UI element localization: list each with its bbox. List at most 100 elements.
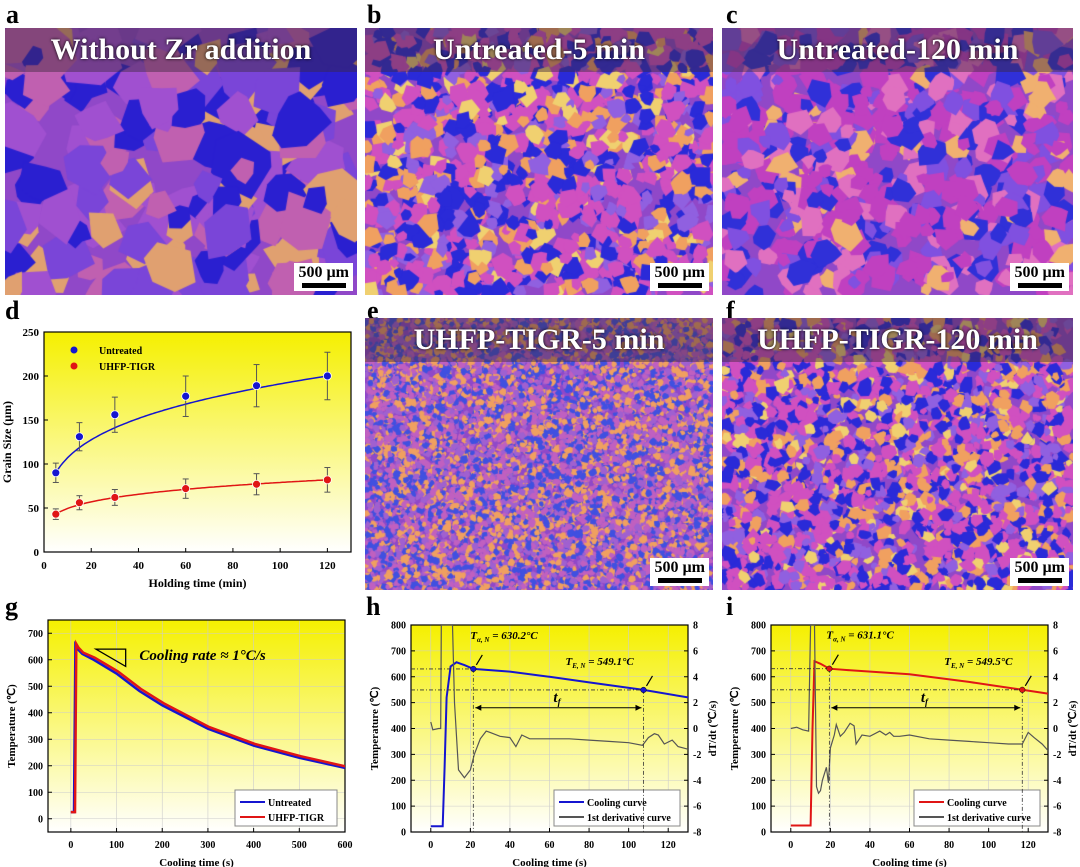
y-tick-label: 700 xyxy=(391,646,406,657)
y-axis-label: Temperature (℃) xyxy=(6,684,18,768)
eutectic-point xyxy=(1019,686,1026,693)
y-tick-label: 800 xyxy=(391,621,406,632)
nucleation-symbol: T xyxy=(826,630,834,642)
y2-tick-label: 4 xyxy=(693,672,698,683)
x-tick-label: 0 xyxy=(788,840,793,851)
eutectic-value: = 549.5°C xyxy=(964,656,1013,668)
nucleation-label: Tα, N = 631.1°C xyxy=(826,630,894,644)
x-tick-label: 80 xyxy=(584,840,594,851)
y-tick-label: 500 xyxy=(391,698,406,709)
y2-tick-label: 2 xyxy=(693,698,698,709)
scale-bar: 500 µm xyxy=(650,263,709,291)
panel-label-b: b xyxy=(367,0,382,29)
legend-label: Cooling curve xyxy=(587,798,647,809)
y-tick-label: 0 xyxy=(34,547,40,559)
data-point xyxy=(322,371,332,381)
series-line-1 xyxy=(70,639,345,814)
eutectic-symbol: T xyxy=(565,656,573,668)
legend-marker xyxy=(70,362,78,370)
micrograph-title: UHFP-TIGR-120 min xyxy=(722,318,1073,362)
nucleation-subscript: α, N xyxy=(477,636,490,644)
x-tick-label: 0 xyxy=(41,560,47,572)
x-tick-label: 0 xyxy=(428,840,433,851)
y-tick-label: 50 xyxy=(28,503,40,515)
y-tick-label: 600 xyxy=(391,672,406,683)
data-point xyxy=(181,391,191,401)
scale-bar-label: 500 µm xyxy=(654,264,705,281)
scale-bar-line xyxy=(657,283,702,288)
y-tick-label: 200 xyxy=(28,761,43,772)
x-tick-label: 300 xyxy=(200,840,215,851)
nucleation-symbol: T xyxy=(470,630,478,642)
micrograph-image xyxy=(722,318,1073,590)
x-tick-label: 500 xyxy=(292,840,307,851)
tf-label: tf xyxy=(921,690,929,707)
data-point xyxy=(110,493,120,502)
y-tick-label: 100 xyxy=(391,802,406,813)
y-tick-label: 100 xyxy=(23,459,40,471)
micrograph-image xyxy=(722,28,1073,295)
y-tick-label: 0 xyxy=(761,828,766,839)
legend-label: Cooling curve xyxy=(947,798,1007,809)
legend-label: 1st derivative curve xyxy=(947,813,1031,824)
y2-tick-label: 0 xyxy=(1053,724,1058,735)
x-tick-label: 120 xyxy=(319,560,336,572)
y-tick-label: 400 xyxy=(391,724,406,735)
eutectic-arrow xyxy=(645,675,653,687)
x-tick-label: 100 xyxy=(621,840,636,851)
y-tick-label: 700 xyxy=(751,646,766,657)
data-point xyxy=(181,484,191,494)
y2-tick-label: 4 xyxy=(1053,672,1058,683)
series-line-1 xyxy=(790,625,1048,795)
scale-bar-line xyxy=(657,578,702,583)
y-tick-label: 500 xyxy=(751,698,766,709)
x-axis-label: Cooling time (s) xyxy=(159,857,234,867)
scale-bar-label: 500 µm xyxy=(1014,559,1065,576)
plot-area xyxy=(430,625,688,828)
x-tick-label: 120 xyxy=(661,840,676,851)
x-tick-label: 80 xyxy=(944,840,954,851)
y2-tick-label: 6 xyxy=(1053,646,1058,657)
micrograph-c: Untreated-120 min 500 µm xyxy=(722,28,1073,295)
y-tick-label: 0 xyxy=(401,828,406,839)
fit-curve-0 xyxy=(55,375,328,474)
y2-tick-label: -6 xyxy=(693,802,701,813)
x-tick-label: 60 xyxy=(905,840,915,851)
y2-tick-label: 6 xyxy=(693,646,698,657)
nucleation-subscript: α, N xyxy=(833,636,846,644)
untreated-thermal-analysis-chart: 0 20 40 60 80 100 1200100200300400500600700800… xyxy=(369,621,719,867)
x-tick-label: 40 xyxy=(865,840,875,851)
data-point xyxy=(75,498,84,508)
y2-axis-label: dT/dt (℃/s) xyxy=(1067,700,1079,756)
micrograph-title: Untreated-120 min xyxy=(722,28,1073,72)
legend-label: UHFP-TIGR xyxy=(99,362,156,373)
y-tick-label: 250 xyxy=(23,327,40,339)
x-tick-label: 40 xyxy=(133,560,145,572)
uhfp-thermal-analysis-chart: 0 20 40 60 80 100 1200100200300400500600700800… xyxy=(729,621,1079,867)
plot-frame xyxy=(43,331,352,553)
x-tick-label: 0 xyxy=(68,840,73,851)
y2-tick-label: -6 xyxy=(1053,802,1061,813)
y-axis-label: Temperature (℃) xyxy=(729,686,741,770)
micrograph-image xyxy=(5,28,357,295)
x-axis-label: Holding time (min) xyxy=(149,576,247,590)
y-tick-label: 700 xyxy=(28,629,43,640)
y-tick-label: 300 xyxy=(28,735,43,746)
panel-label-f: f xyxy=(726,296,735,325)
nucleation-arrow xyxy=(831,654,839,666)
x-axis-label: Cooling time (s) xyxy=(872,857,947,867)
micrograph-title: UHFP-TIGR-5 min xyxy=(365,318,713,362)
y-tick-label: 800 xyxy=(751,621,766,632)
y-tick-label: 200 xyxy=(23,371,40,383)
legend-label: UHFP-TIGR xyxy=(268,813,325,824)
scale-bar-label: 500 µm xyxy=(654,559,705,576)
data-point xyxy=(252,381,261,391)
legend-marker xyxy=(70,346,78,354)
series-line-0 xyxy=(430,661,688,828)
x-tick-label: 100 xyxy=(981,840,996,851)
micrograph-image xyxy=(365,318,713,590)
y-tick-label: 300 xyxy=(391,750,406,761)
micrograph-f: UHFP-TIGR-120 min 500 µm xyxy=(722,318,1073,590)
plot-area xyxy=(51,351,332,520)
x-tick-label: 100 xyxy=(109,840,124,851)
